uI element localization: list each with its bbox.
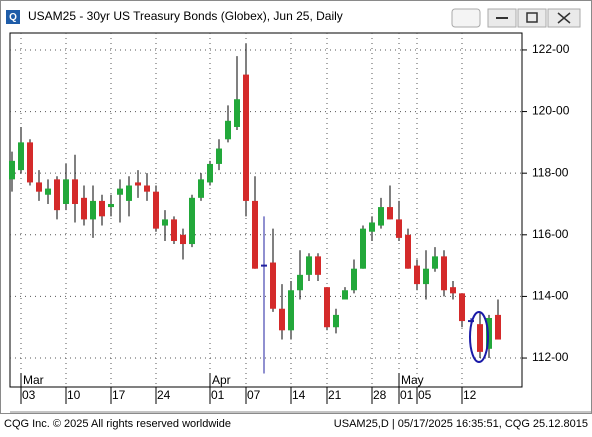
candle-body [432, 256, 438, 269]
candle-body [189, 197, 195, 245]
candle-body [351, 268, 357, 291]
candle-body [441, 256, 447, 291]
candle-body [180, 234, 186, 245]
candle-body [117, 188, 123, 195]
candle-body [81, 197, 87, 220]
candle-body [225, 120, 231, 140]
candle-body [36, 182, 42, 192]
month-label: Mar [23, 373, 44, 387]
candle-body [450, 287, 456, 294]
candle-body [288, 290, 294, 331]
candle-body [99, 200, 105, 217]
y-tick-label: 116-00 [532, 227, 569, 241]
candle-body [171, 219, 177, 241]
candle-body [342, 290, 348, 300]
candle-body [486, 317, 492, 349]
app-icon [6, 10, 20, 24]
app-icon-letter: Q [9, 12, 17, 23]
candle-body [369, 222, 375, 232]
candle-body [198, 179, 204, 198]
y-tick-label: 122-00 [532, 42, 570, 56]
candle-body [153, 191, 159, 229]
highlight-ellipse [469, 311, 489, 363]
month-label: May [401, 373, 424, 387]
candle-body [459, 293, 465, 322]
y-tick-label: 112-00 [532, 350, 569, 364]
window-buttons[interactable] [451, 8, 581, 28]
candle-body [54, 179, 60, 211]
candle-body [18, 142, 24, 171]
candle-body [360, 228, 366, 269]
month-label: Apr [212, 373, 231, 387]
status-info: USAM25,D | 05/17/2025 16:35:51, CQG 25.1… [334, 418, 588, 430]
candle-body [405, 234, 411, 269]
copyright: CQG Inc. © 2025 All rights reserved worl… [4, 418, 231, 430]
candle-body [495, 314, 501, 340]
candle-body [216, 148, 222, 164]
candle-body [279, 308, 285, 331]
candle-body [324, 287, 330, 328]
x-tick-label: 14 [292, 388, 306, 402]
candle-body [270, 262, 276, 309]
candle-body [297, 274, 303, 291]
x-tick-label: 03 [22, 388, 36, 402]
candle-body [126, 185, 132, 201]
candle-body [90, 200, 96, 220]
x-tick-label: 28 [373, 388, 387, 402]
x-tick-label: 01 [400, 388, 414, 402]
x-tick-label: 05 [418, 388, 432, 402]
candle-body [162, 219, 168, 226]
close-icon [557, 12, 571, 24]
candle-body [72, 179, 78, 204]
y-tick-label: 120-00 [532, 104, 570, 118]
candle-body [234, 99, 240, 127]
x-tick-label: 01 [211, 388, 225, 402]
candle-body [387, 207, 393, 220]
candle-body [27, 142, 33, 183]
x-tick-label: 24 [157, 388, 171, 402]
candle-body [306, 256, 312, 275]
candle-body [207, 163, 213, 183]
x-tick-label: 10 [67, 388, 81, 402]
candle-body [63, 179, 69, 204]
candle-body [144, 185, 150, 192]
candle-body [477, 324, 483, 352]
x-tick-label: 17 [112, 388, 126, 402]
candle-body [135, 182, 141, 186]
candle-body [108, 203, 114, 208]
maximize-icon [526, 12, 538, 23]
y-tick-label: 114-00 [532, 289, 569, 303]
x-tick-label: 21 [328, 388, 342, 402]
candle-body [414, 265, 420, 285]
link-button[interactable] [451, 8, 481, 28]
candle-body [315, 256, 321, 275]
x-tick-label: 12 [463, 388, 477, 402]
candle-body [45, 188, 51, 195]
candle-body [9, 160, 15, 180]
window-title: USAM25 - 30yr US Treasury Bonds (Globex)… [28, 9, 343, 23]
x-tick-label: 07 [247, 388, 261, 402]
candle-body [252, 200, 258, 269]
candle-body [333, 314, 339, 328]
candle-body [243, 74, 249, 201]
maximize-button[interactable] [517, 8, 547, 28]
candle-body [378, 207, 384, 226]
candle-body [396, 219, 402, 238]
y-tick-label: 118-00 [532, 165, 569, 179]
candle-body [423, 268, 429, 285]
